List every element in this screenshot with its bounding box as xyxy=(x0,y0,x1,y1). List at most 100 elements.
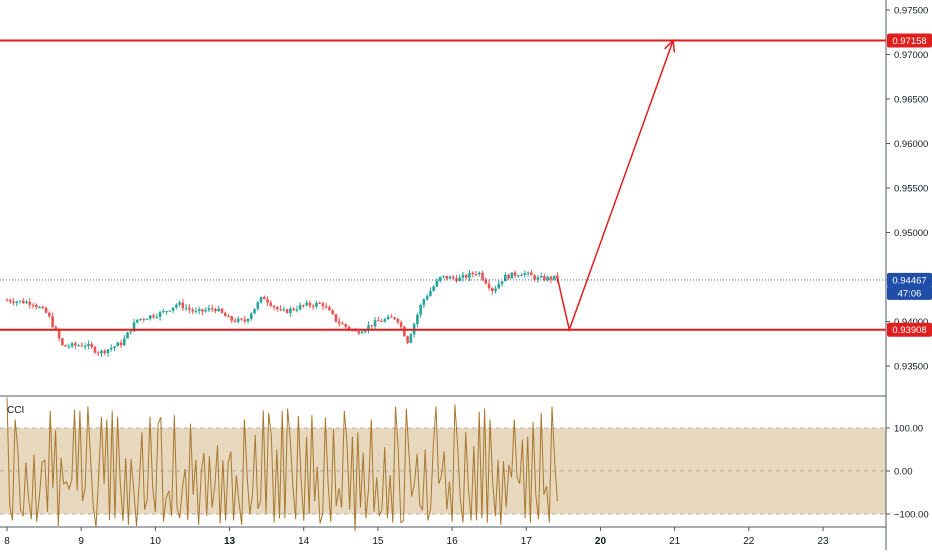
cci-tick-label: 100.00 xyxy=(894,424,923,435)
candle-body xyxy=(145,318,149,320)
cci-tick-label: 0.00 xyxy=(894,467,913,478)
candle-body xyxy=(194,310,198,312)
candle-body xyxy=(315,302,318,307)
candle-body xyxy=(328,307,331,311)
candle-body xyxy=(8,300,12,302)
candle-body xyxy=(259,296,263,303)
time-tick-label: 15 xyxy=(372,536,384,547)
candle-body xyxy=(504,274,507,282)
candle-body xyxy=(520,274,523,276)
candle-body xyxy=(139,318,142,320)
time-tick-label: 9 xyxy=(78,536,84,547)
time-tick-label: 17 xyxy=(521,536,533,547)
candle-body xyxy=(409,334,413,343)
candle-body xyxy=(100,350,103,354)
candle-body xyxy=(533,275,536,280)
time-tick-label: 21 xyxy=(669,536,681,547)
candle-body xyxy=(113,346,116,348)
candle-body xyxy=(83,346,87,348)
price-level-label-text: 0.97158 xyxy=(892,36,926,47)
candle-body xyxy=(243,319,247,322)
candle-body xyxy=(403,326,406,337)
candle-body xyxy=(276,307,279,310)
candle-body xyxy=(442,275,445,277)
candle-body xyxy=(119,342,123,346)
candle-body xyxy=(556,275,559,279)
candle-body xyxy=(106,349,110,354)
candle-body xyxy=(363,329,367,332)
candle-body xyxy=(422,299,426,305)
cci-title: CCI xyxy=(7,405,24,416)
candle-body xyxy=(44,307,48,313)
candle-body xyxy=(331,310,334,315)
candle-body xyxy=(530,272,533,276)
candle-body xyxy=(367,325,370,330)
time-tick-label: 16 xyxy=(447,536,459,547)
candle-body xyxy=(70,343,74,347)
candle-body xyxy=(25,301,28,304)
candle-body xyxy=(5,300,9,302)
candle-body xyxy=(497,283,501,289)
candle-body xyxy=(129,331,133,333)
candle-body xyxy=(474,274,478,276)
candle-body xyxy=(468,272,471,278)
candle-body xyxy=(399,322,403,327)
candle-body xyxy=(360,331,364,334)
candle-body xyxy=(207,308,211,311)
candle-body xyxy=(510,272,514,279)
candle-body xyxy=(539,276,543,278)
candle-body xyxy=(152,315,155,318)
candle-body xyxy=(38,307,41,309)
candle-body xyxy=(165,311,168,313)
candle-body xyxy=(370,325,374,327)
candle-body xyxy=(380,321,383,323)
candle-body xyxy=(155,316,159,318)
candle-body xyxy=(302,305,305,307)
candle-body xyxy=(386,316,390,320)
candle-body xyxy=(220,308,224,313)
candle-body xyxy=(406,336,409,343)
candle-body xyxy=(471,272,475,275)
candle-body xyxy=(178,302,181,305)
candle-body xyxy=(451,276,455,279)
candle-body xyxy=(347,326,351,330)
price-tick-label: 0.95500 xyxy=(894,184,928,195)
candle-body xyxy=(536,277,540,280)
candle-body xyxy=(435,280,439,287)
candle-body xyxy=(233,320,237,322)
candle-body xyxy=(308,302,312,306)
candle-body xyxy=(135,319,139,323)
price-tick-label: 0.94000 xyxy=(894,317,928,328)
candle-body xyxy=(305,302,308,306)
candle-body xyxy=(51,316,54,327)
candle-body xyxy=(162,311,165,313)
candle-body xyxy=(546,276,549,281)
candle-body xyxy=(266,299,269,303)
candle-body xyxy=(494,288,497,291)
candle-body xyxy=(552,275,556,280)
candle-body xyxy=(214,309,217,312)
candle-body xyxy=(253,308,256,314)
time-tick-label: 23 xyxy=(817,536,829,547)
candle-body xyxy=(191,309,194,312)
candle-body xyxy=(263,296,266,300)
candle-body xyxy=(256,302,260,309)
candle-body xyxy=(21,300,25,304)
candle-body xyxy=(184,307,188,309)
candle-body xyxy=(373,320,377,327)
candle-body xyxy=(80,345,84,347)
current-price-label xyxy=(887,272,932,287)
candle-body xyxy=(96,352,100,354)
candle-body xyxy=(93,346,97,353)
candle-body xyxy=(249,313,253,319)
candle-body xyxy=(246,318,250,322)
time-ticks-layer: 8 9 10 13 14 15 16 17 20 21 22 23 xyxy=(4,527,829,547)
candle-body xyxy=(132,322,136,332)
price-labels-layer: 0.97158 0.93908 0.94467 47:06 xyxy=(887,33,932,337)
candle-body xyxy=(464,274,468,278)
candle-body xyxy=(311,305,315,307)
candle-body xyxy=(116,342,120,347)
cci-line-layer xyxy=(6,397,558,532)
projection-path[interactable] xyxy=(556,40,674,333)
